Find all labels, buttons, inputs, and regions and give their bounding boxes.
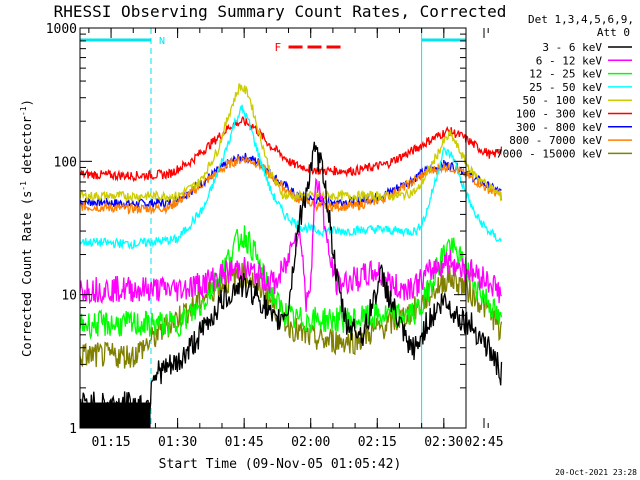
legend-label: 50 - 100 keV <box>523 94 603 107</box>
y-tick-label: 100 <box>54 155 77 170</box>
series-line-1 <box>79 177 502 312</box>
series-line-8 <box>79 262 503 369</box>
plot-frame <box>79 27 467 429</box>
y-tick-label: 1000 <box>46 22 77 37</box>
chart-title: RHESSI Observing Summary Count Rates, Co… <box>54 2 507 21</box>
flare-label: F <box>275 41 282 54</box>
series-line-4 <box>79 83 503 203</box>
x-tick-label: 02:15 <box>358 435 397 450</box>
axes: 1 10 100 1000 01:15 01:30 01:45 02:00 02:15 02:30… <box>46 22 504 450</box>
legend-label: 6 - 12 keV <box>536 54 603 67</box>
legend-header-line1: Det 1,3,4,5,6,9, <box>528 13 634 26</box>
y-tick-label: 1 <box>69 422 77 437</box>
x-tick-label: 02:45 <box>464 435 503 450</box>
legend-label: 100 - 300 keV <box>516 108 602 121</box>
x-tick-label: 01:45 <box>225 435 264 450</box>
x-tick-label: 02:30 <box>424 435 463 450</box>
series-line-3 <box>79 104 503 250</box>
x-tick-label: 01:30 <box>158 435 197 450</box>
legend-label: 12 - 25 keV <box>529 68 602 81</box>
legend-label: 3 - 6 keV <box>542 41 602 54</box>
x-axis-label: Start Time (09-Nov-05 01:05:42) <box>159 457 402 472</box>
series-line-2 <box>79 225 503 340</box>
night-label: N <box>159 36 165 47</box>
y-tick-label: 10 <box>61 289 77 304</box>
footer-date: 20-Oct-2021 23:28 <box>555 468 637 477</box>
series-line-7 <box>79 154 503 216</box>
y-axis-label: Corrected Count Rate (s-1 detector-1) <box>19 99 34 357</box>
low-count-block <box>80 402 151 428</box>
x-tick-label: 02:00 <box>291 435 330 450</box>
x-tick-label: 01:15 <box>91 435 130 450</box>
series-line-5 <box>79 115 503 183</box>
legend-label: 25 - 50 keV <box>529 81 602 94</box>
legend-label: 800 - 7000 keV <box>509 134 602 147</box>
legend-label: 300 - 800 keV <box>516 121 602 134</box>
legend-header-line2: Att 0 <box>597 26 630 39</box>
legend-label: 7000 - 15000 keV <box>496 147 602 160</box>
